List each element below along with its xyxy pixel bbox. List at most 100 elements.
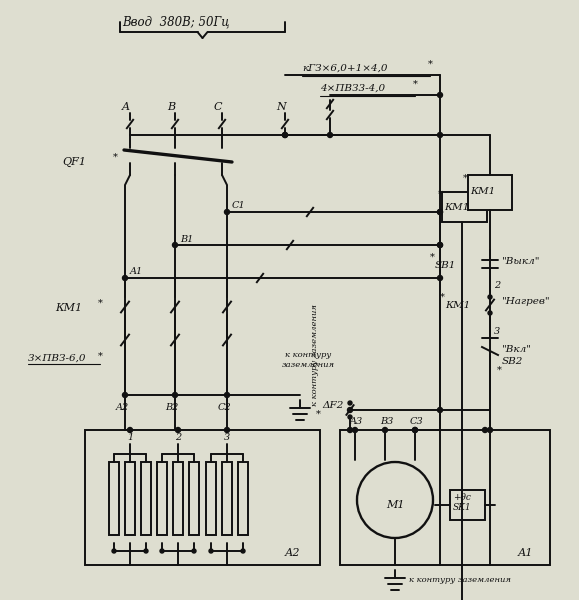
Text: М1: М1 <box>386 500 404 510</box>
Text: C2: C2 <box>217 403 231 412</box>
Circle shape <box>123 392 127 397</box>
Text: A1: A1 <box>130 268 143 277</box>
Circle shape <box>438 92 442 97</box>
Circle shape <box>348 415 352 419</box>
Text: к контуру: к контуру <box>285 351 331 359</box>
Text: 2: 2 <box>494 280 500 289</box>
Text: *: * <box>413 79 417 88</box>
Circle shape <box>383 427 387 433</box>
Bar <box>238 462 248 535</box>
Text: заземления: заземления <box>281 361 335 369</box>
Text: *: * <box>112 152 118 161</box>
Text: к контуру заземления: к контуру заземления <box>409 576 511 584</box>
Circle shape <box>438 209 442 214</box>
Text: C3: C3 <box>410 418 424 427</box>
Text: B1: B1 <box>180 235 193 244</box>
Text: QF1: QF1 <box>62 157 86 167</box>
Text: *: * <box>430 253 434 262</box>
Circle shape <box>347 407 353 413</box>
Text: кГЗ×6,0+1×4,0: кГЗ×6,0+1×4,0 <box>302 64 387 73</box>
Text: А1: А1 <box>517 548 533 558</box>
Circle shape <box>127 427 133 433</box>
Circle shape <box>328 133 332 137</box>
Text: +θс: +θс <box>453 493 471 503</box>
Text: *: * <box>316 409 320 419</box>
Bar <box>468 175 512 210</box>
Bar <box>157 462 167 535</box>
Circle shape <box>488 295 492 299</box>
Text: "Нагрев": "Нагрев" <box>502 296 551 305</box>
Bar <box>442 192 487 222</box>
Circle shape <box>283 133 288 137</box>
Circle shape <box>241 549 245 553</box>
Circle shape <box>488 427 493 433</box>
Text: 2: 2 <box>175 433 181 443</box>
Text: A: A <box>122 102 130 112</box>
Text: SB1: SB1 <box>435 260 456 269</box>
Text: КМ1: КМ1 <box>55 303 82 313</box>
Text: *: * <box>439 292 445 301</box>
Text: 3: 3 <box>494 326 500 335</box>
Text: 3×ПВЗ-6,0: 3×ПВЗ-6,0 <box>28 353 86 362</box>
Bar <box>109 462 119 535</box>
Circle shape <box>412 427 417 433</box>
Circle shape <box>482 427 488 433</box>
Text: "Вкл": "Вкл" <box>502 346 532 355</box>
Text: Ввод  380В; 50Гц: Ввод 380В; 50Гц <box>122 16 229 28</box>
Circle shape <box>225 427 229 433</box>
Text: A2: A2 <box>115 403 129 412</box>
Text: КМ1: КМ1 <box>444 202 469 211</box>
Circle shape <box>438 407 442 413</box>
Circle shape <box>160 549 164 553</box>
Circle shape <box>225 392 229 397</box>
Text: 4×ПВЗ3-4,0: 4×ПВЗ3-4,0 <box>320 83 385 92</box>
Circle shape <box>348 401 352 405</box>
Bar <box>141 462 151 535</box>
Circle shape <box>488 311 492 315</box>
Text: SK1: SK1 <box>453 503 472 512</box>
Text: *: * <box>98 352 102 361</box>
Text: B: B <box>167 102 175 112</box>
Text: 3: 3 <box>224 433 230 443</box>
Circle shape <box>438 242 442 247</box>
Text: C: C <box>214 102 222 112</box>
Bar <box>85 430 320 565</box>
Text: *: * <box>438 190 442 199</box>
Circle shape <box>225 209 229 214</box>
Circle shape <box>123 275 127 280</box>
Bar <box>189 462 199 535</box>
Text: ΔF2: ΔF2 <box>322 401 343 410</box>
Circle shape <box>175 427 181 433</box>
Circle shape <box>438 275 442 280</box>
Circle shape <box>192 549 196 553</box>
Circle shape <box>438 209 442 214</box>
Bar <box>173 462 183 535</box>
Text: A3: A3 <box>350 418 363 427</box>
Bar <box>206 462 216 535</box>
Circle shape <box>283 133 288 137</box>
Circle shape <box>112 549 116 553</box>
Circle shape <box>173 392 178 397</box>
Text: *: * <box>463 173 467 182</box>
Text: КМ1: КМ1 <box>445 301 470 310</box>
Circle shape <box>173 242 178 247</box>
Text: "Выкл": "Выкл" <box>502 257 541 265</box>
Bar <box>340 430 550 565</box>
Text: *: * <box>98 298 102 307</box>
Text: N: N <box>276 102 286 112</box>
Text: *: * <box>497 365 501 374</box>
Bar <box>450 490 485 520</box>
Circle shape <box>144 549 148 553</box>
Text: КМ1: КМ1 <box>470 187 495 196</box>
Circle shape <box>438 133 442 137</box>
Text: к контуру заземления: к контуру заземления <box>311 304 319 406</box>
Text: B2: B2 <box>166 403 179 412</box>
Text: SB2: SB2 <box>502 358 523 367</box>
Circle shape <box>209 549 213 553</box>
Text: 1: 1 <box>127 433 133 443</box>
Circle shape <box>412 427 417 433</box>
Bar <box>222 462 232 535</box>
Bar <box>125 462 135 535</box>
Text: B3: B3 <box>380 418 393 427</box>
Circle shape <box>438 242 442 247</box>
